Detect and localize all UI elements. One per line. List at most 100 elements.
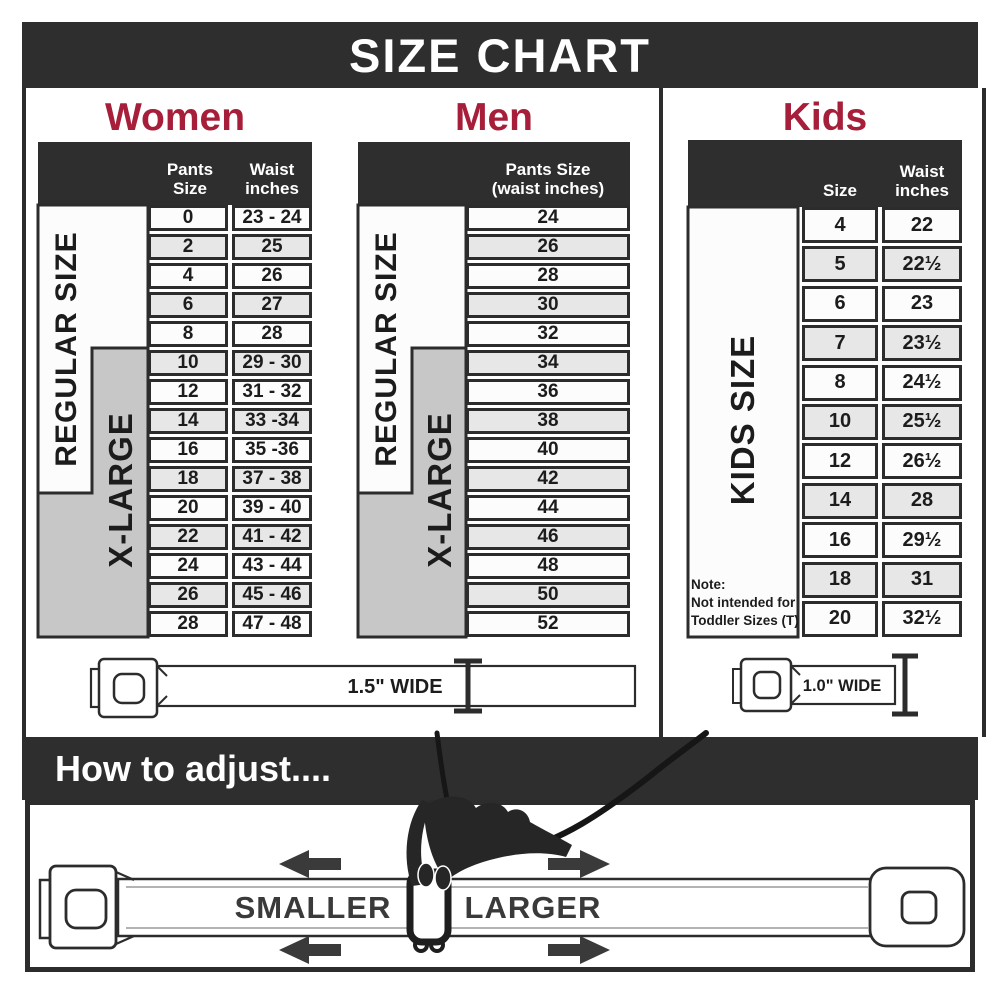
- page-title: SIZE CHART: [22, 22, 978, 88]
- smaller-arrow-bottom-icon: [279, 936, 341, 964]
- table-cell: 46: [466, 524, 630, 550]
- adult-belt-strap: [155, 664, 637, 708]
- men-pants-size-header: Pants Size (waist inches): [491, 159, 605, 198]
- adjust-belt-strap: [116, 877, 876, 938]
- men-regular-label: REGULAR SIZE: [370, 231, 403, 467]
- kids-strap-notch: [790, 665, 801, 705]
- table-cell: 10: [148, 350, 228, 376]
- table-cell: 18: [802, 561, 878, 598]
- kids-waist-column: 22 22½ 23 23½ 24½ 25½ 26½ 28 29½ 31 32½: [882, 207, 962, 637]
- kids-size-label: KIDS SIZE: [724, 334, 761, 506]
- buckle-slot: [64, 888, 108, 930]
- table-cell: 22½: [882, 246, 962, 283]
- women-waist-column: 23 - 24 25 26 27 28 29 - 30 31 - 32 33 -34 35 -3…: [232, 205, 312, 637]
- kids-belt-illustration: 1.0" WIDE: [732, 653, 918, 717]
- table-cell: 24: [148, 553, 228, 579]
- women-pants-size-column: 0 2 4 6 8 10 12 14 16 18 20 22 24 26 28: [148, 205, 228, 637]
- table-cell: 41 - 42: [232, 524, 312, 550]
- kids-buckle-slot: [752, 670, 782, 700]
- table-cell: 25: [232, 234, 312, 260]
- fingertip: [434, 865, 452, 891]
- table-cell: 22: [882, 207, 962, 243]
- how-to-adjust-heading: How to adjust....: [55, 747, 331, 789]
- table-cell: 14: [148, 408, 228, 434]
- table-cell: 0: [148, 205, 228, 231]
- table-cell: 5: [802, 246, 878, 283]
- buckle-strap-notch: [115, 870, 135, 946]
- table-cell: 25½: [882, 403, 962, 440]
- table-cell: 32½: [882, 600, 962, 637]
- strap-webbing-lines: [126, 886, 868, 929]
- women-regular-label: REGULAR SIZE: [50, 231, 83, 467]
- adult-belt-illustration: 1.5" WIDE: [89, 657, 637, 719]
- women-pants-size-header: Pants Size: [166, 159, 214, 198]
- width-measure-icon: [454, 658, 482, 714]
- table-cell: 42: [466, 466, 630, 492]
- table-cell: 34: [466, 350, 630, 376]
- kids-waist-header: Waist inches: [895, 161, 949, 200]
- larger-arrow-top-icon: [548, 850, 610, 878]
- table-cell: 23½: [882, 325, 962, 362]
- table-cell: 48: [466, 553, 630, 579]
- table-cell: 36: [466, 379, 630, 405]
- table-cell: 6: [802, 285, 878, 322]
- table-cell: 30: [466, 292, 630, 318]
- table-cell: 2: [148, 234, 228, 260]
- larger-label: LARGER: [465, 890, 602, 925]
- table-cell: 12: [802, 443, 878, 480]
- section-divider: [659, 88, 663, 737]
- kids-size-column: 4 5 6 7 8 10 12 14 16 18 20: [802, 207, 878, 637]
- table-cell: 40: [466, 437, 630, 463]
- adult-strap-notch: [156, 665, 168, 707]
- table-cell: 24½: [882, 364, 962, 401]
- larger-arrow-bottom-icon: [548, 936, 610, 964]
- women-waist-header: Waist inches: [245, 159, 299, 198]
- table-cell: 4: [802, 207, 878, 243]
- table-cell: 20: [802, 600, 878, 637]
- hand-icon: [424, 796, 572, 880]
- table-cell: 31 - 32: [232, 379, 312, 405]
- kids-heading: Kids: [782, 96, 868, 139]
- table-cell: 38: [466, 408, 630, 434]
- kids-width-measure-icon: [892, 653, 918, 717]
- table-cell: 47 - 48: [232, 611, 312, 637]
- table-cell: 28: [466, 263, 630, 289]
- kids-belt-strap: [789, 664, 897, 706]
- hand-thumb: [406, 800, 432, 886]
- table-cell: 29 - 30: [232, 350, 312, 376]
- women-xlarge-label: X-LARGE: [102, 412, 139, 568]
- table-cell: 28: [232, 321, 312, 347]
- table-cell: 28: [148, 611, 228, 637]
- table-cell: 35 -36: [232, 437, 312, 463]
- table-cell: 24: [466, 205, 630, 231]
- table-cell: 10: [802, 403, 878, 440]
- belt-tip-slot: [900, 890, 938, 925]
- table-cell: 26½: [882, 443, 962, 480]
- adjust-belt-diagram: SMALLER LARGER: [38, 730, 966, 964]
- kids-belt-width-label: 1.0" WIDE: [803, 677, 881, 695]
- table-cell: 23: [882, 285, 962, 322]
- adult-belt-width-label: 1.5" WIDE: [347, 676, 442, 698]
- table-cell: 52: [466, 611, 630, 637]
- table-cell: 37 - 38: [232, 466, 312, 492]
- men-pants-size-column: 24 26 28 30 32 34 36 38 40 42 44 46 48 50 52: [466, 205, 630, 637]
- table-cell: 16: [802, 522, 878, 559]
- table-cell: 7: [802, 325, 878, 362]
- table-cell: 39 - 40: [232, 495, 312, 521]
- table-cell: 22: [148, 524, 228, 550]
- women-heading: Women: [104, 96, 246, 139]
- table-cell: 33 -34: [232, 408, 312, 434]
- adult-buckle-slot: [112, 672, 146, 705]
- table-cell: 32: [466, 321, 630, 347]
- men-xlarge-label: X-LARGE: [421, 412, 458, 568]
- smaller-label: SMALLER: [235, 890, 392, 925]
- table-cell: 8: [802, 364, 878, 401]
- fingertip: [417, 862, 435, 888]
- women-table-header: Pants Size Waist inches: [38, 142, 312, 205]
- table-cell: 45 - 46: [232, 582, 312, 608]
- table-cell: 8: [148, 321, 228, 347]
- table-cell: 4: [148, 263, 228, 289]
- men-table-header: Pants Size (waist inches): [358, 142, 630, 205]
- table-cell: 26: [466, 234, 630, 260]
